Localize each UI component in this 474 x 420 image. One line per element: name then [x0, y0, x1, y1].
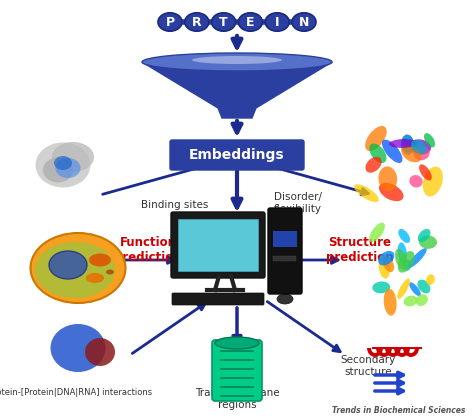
Ellipse shape [265, 13, 289, 31]
Text: E: E [246, 16, 255, 29]
FancyBboxPatch shape [273, 231, 297, 247]
Ellipse shape [411, 140, 427, 154]
Ellipse shape [409, 282, 421, 296]
Polygon shape [142, 62, 332, 118]
Ellipse shape [142, 53, 332, 71]
Ellipse shape [30, 233, 126, 303]
Ellipse shape [382, 139, 402, 163]
Ellipse shape [378, 251, 394, 265]
Ellipse shape [85, 338, 115, 366]
Ellipse shape [211, 13, 236, 31]
Ellipse shape [398, 242, 407, 264]
Ellipse shape [238, 13, 263, 31]
Ellipse shape [383, 289, 397, 316]
Ellipse shape [379, 183, 403, 201]
Text: N: N [299, 16, 309, 29]
Ellipse shape [158, 13, 182, 31]
Text: Secondary
structure: Secondary structure [340, 355, 396, 377]
Ellipse shape [413, 146, 429, 160]
Ellipse shape [389, 139, 417, 148]
Ellipse shape [369, 223, 385, 242]
Text: T: T [219, 16, 228, 29]
FancyBboxPatch shape [273, 255, 297, 260]
Ellipse shape [369, 144, 386, 163]
Ellipse shape [408, 248, 427, 268]
Ellipse shape [55, 158, 81, 178]
Ellipse shape [424, 133, 435, 147]
Ellipse shape [192, 56, 282, 64]
Ellipse shape [292, 13, 316, 31]
Ellipse shape [426, 274, 435, 285]
Ellipse shape [401, 134, 414, 152]
Ellipse shape [401, 145, 421, 163]
Ellipse shape [403, 260, 411, 271]
Ellipse shape [378, 166, 397, 191]
Ellipse shape [365, 157, 382, 173]
Ellipse shape [410, 175, 423, 187]
Ellipse shape [54, 156, 72, 170]
Ellipse shape [409, 139, 431, 155]
Ellipse shape [398, 251, 415, 273]
Text: Trends in Biochemical Sciences: Trends in Biochemical Sciences [332, 406, 465, 415]
Ellipse shape [51, 324, 106, 372]
Ellipse shape [419, 164, 432, 181]
Ellipse shape [423, 167, 443, 197]
FancyBboxPatch shape [170, 140, 304, 170]
Ellipse shape [418, 280, 430, 294]
FancyBboxPatch shape [212, 340, 262, 401]
Ellipse shape [35, 242, 115, 298]
Ellipse shape [397, 278, 410, 299]
Ellipse shape [185, 13, 209, 31]
Ellipse shape [418, 229, 430, 242]
Ellipse shape [365, 126, 387, 151]
Text: I: I [275, 16, 280, 29]
Text: Binding sites: Binding sites [141, 200, 209, 210]
Ellipse shape [395, 249, 406, 270]
Ellipse shape [398, 229, 410, 243]
Ellipse shape [379, 255, 390, 278]
Text: Function
prediction: Function prediction [114, 236, 182, 264]
Ellipse shape [52, 142, 94, 172]
FancyBboxPatch shape [171, 212, 265, 278]
FancyBboxPatch shape [268, 208, 302, 294]
Ellipse shape [383, 256, 394, 272]
Ellipse shape [36, 142, 91, 187]
Ellipse shape [373, 281, 390, 293]
Text: Protein-[Protein|DNA|RNA] interactions: Protein-[Protein|DNA|RNA] interactions [0, 388, 152, 397]
FancyBboxPatch shape [178, 219, 258, 271]
Ellipse shape [89, 254, 111, 267]
FancyBboxPatch shape [172, 293, 264, 305]
Ellipse shape [86, 273, 104, 283]
Text: Disorder/
flexibility: Disorder/ flexibility [274, 192, 322, 214]
Ellipse shape [419, 235, 437, 249]
Text: R: R [192, 16, 201, 29]
Text: P: P [165, 16, 174, 29]
Ellipse shape [215, 337, 259, 349]
Ellipse shape [49, 251, 87, 279]
Text: Transmembrane
regions: Transmembrane regions [195, 388, 279, 410]
Ellipse shape [401, 136, 414, 155]
Text: Embeddings: Embeddings [189, 148, 285, 162]
Ellipse shape [106, 270, 114, 275]
Ellipse shape [277, 294, 293, 304]
Ellipse shape [404, 296, 418, 306]
Ellipse shape [354, 184, 379, 202]
Ellipse shape [416, 294, 428, 306]
Ellipse shape [43, 158, 73, 183]
Text: Structure
prediction: Structure prediction [326, 236, 394, 264]
